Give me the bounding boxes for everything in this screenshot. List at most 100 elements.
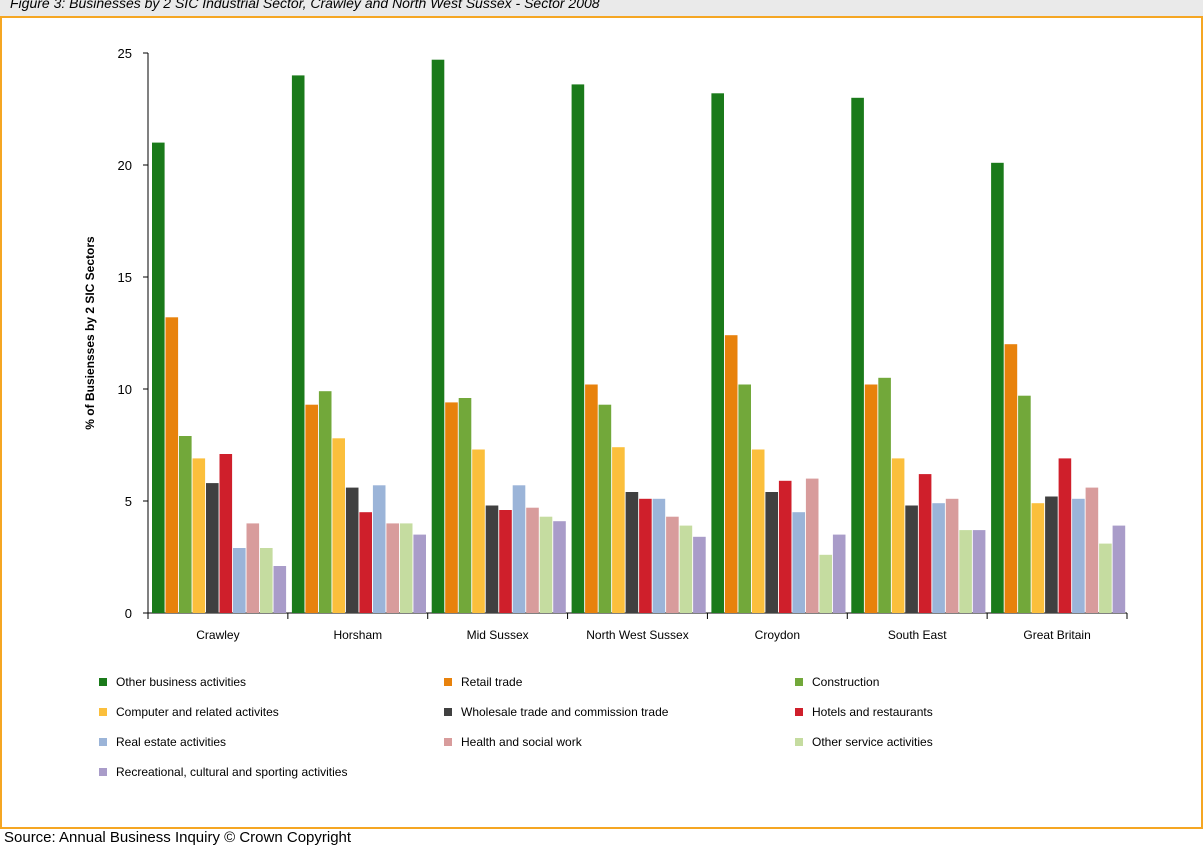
bar <box>512 485 526 613</box>
legend-swatch <box>444 678 452 686</box>
bar <box>1085 487 1099 613</box>
x-category-label: North West Sussex <box>586 628 688 642</box>
bar <box>991 162 1004 614</box>
bar <box>625 492 639 613</box>
bar <box>431 59 445 613</box>
bar <box>819 554 832 613</box>
source-note: Source: Annual Business Inquiry © Crown … <box>4 829 352 846</box>
bar <box>864 384 878 613</box>
bar <box>1072 498 1085 613</box>
legend-swatch <box>444 738 452 746</box>
bar <box>472 449 485 613</box>
title-bar: Figure 3: Businesses by 2 SIC Industrial… <box>0 0 1203 18</box>
bar <box>679 525 693 613</box>
legend-label: Health and social work <box>461 735 583 749</box>
bar <box>851 97 864 614</box>
bar <box>345 487 359 613</box>
bar <box>945 498 959 613</box>
bar <box>372 485 386 613</box>
bar <box>724 335 738 613</box>
bar <box>765 492 778 613</box>
bar <box>152 142 165 613</box>
bar <box>738 384 751 613</box>
y-axis-title: % of Busiensses by 2 SIC Sectors <box>83 236 97 430</box>
legend-swatch <box>795 708 803 716</box>
bar <box>878 377 891 613</box>
bar <box>1099 543 1112 613</box>
bar <box>711 93 724 614</box>
bar <box>585 384 598 613</box>
legend-label: Hotels and restaurants <box>812 705 933 719</box>
bar <box>332 438 345 613</box>
bar <box>458 398 472 613</box>
x-category-label: Great Britain <box>1023 628 1090 642</box>
bar <box>539 516 553 613</box>
bar <box>553 521 566 613</box>
bar <box>1112 525 1126 613</box>
bar <box>219 454 233 613</box>
x-category-label: Mid Sussex <box>467 628 529 642</box>
x-category-label: Horsham <box>333 628 382 642</box>
y-tick-label: 5 <box>125 494 132 509</box>
legend-swatch <box>99 738 107 746</box>
bar <box>666 516 679 613</box>
bar <box>305 404 318 613</box>
legend-label: Computer and related activites <box>116 705 279 719</box>
bar <box>273 566 287 613</box>
bar <box>526 507 539 613</box>
legend-label: Construction <box>812 675 879 689</box>
chart-title: Figure 3: Businesses by 2 SIC Industrial… <box>10 0 600 11</box>
bar <box>612 447 625 613</box>
bar <box>932 503 945 613</box>
bar <box>918 474 932 613</box>
bar <box>165 317 179 613</box>
bar <box>1045 496 1058 613</box>
bar <box>499 510 512 613</box>
bar <box>246 523 260 613</box>
legend-swatch <box>795 738 803 746</box>
y-tick-label: 20 <box>118 158 132 173</box>
bar <box>413 534 426 613</box>
y-tick-label: 10 <box>118 382 132 397</box>
bar <box>1018 395 1031 613</box>
bar <box>778 480 792 613</box>
bar <box>192 458 206 613</box>
bar <box>206 483 219 613</box>
legend-label: Retail trade <box>461 675 523 689</box>
bar <box>233 548 246 613</box>
legend-swatch <box>99 768 107 776</box>
legend-swatch <box>444 708 452 716</box>
x-category-label: Croydon <box>755 628 800 642</box>
y-tick-label: 15 <box>118 270 132 285</box>
x-category-label: Crawley <box>196 628 239 642</box>
bar <box>386 523 399 613</box>
bar <box>959 530 972 613</box>
bar <box>445 402 458 613</box>
bar <box>1058 458 1072 613</box>
bar <box>598 404 612 613</box>
legend-label: Real estate activities <box>116 735 226 749</box>
bar <box>792 512 805 613</box>
bar <box>693 536 706 613</box>
y-tick-label: 0 <box>125 606 132 621</box>
bar <box>179 436 192 613</box>
legend-label: Wholesale trade and commission trade <box>461 705 669 719</box>
y-tick-label: 25 <box>118 46 132 61</box>
x-category-label: South East <box>888 628 947 642</box>
bar <box>1031 503 1045 613</box>
bar <box>571 84 585 613</box>
bar <box>751 449 765 613</box>
bar <box>359 512 372 613</box>
legend-swatch <box>99 678 107 686</box>
bar <box>399 523 413 613</box>
bar <box>639 498 652 613</box>
bar <box>1004 344 1018 613</box>
bar <box>318 391 332 613</box>
bar <box>485 505 499 613</box>
bar <box>891 458 905 613</box>
legend-label: Recreational, cultural and sporting acti… <box>116 765 347 779</box>
legend-label: Other service activities <box>812 735 933 749</box>
legend-swatch <box>795 678 803 686</box>
bar <box>652 498 666 613</box>
bar-chart: 0 5 10 15 20 25 % of Busiensses by 2 SIC Secto… <box>83 46 1128 779</box>
